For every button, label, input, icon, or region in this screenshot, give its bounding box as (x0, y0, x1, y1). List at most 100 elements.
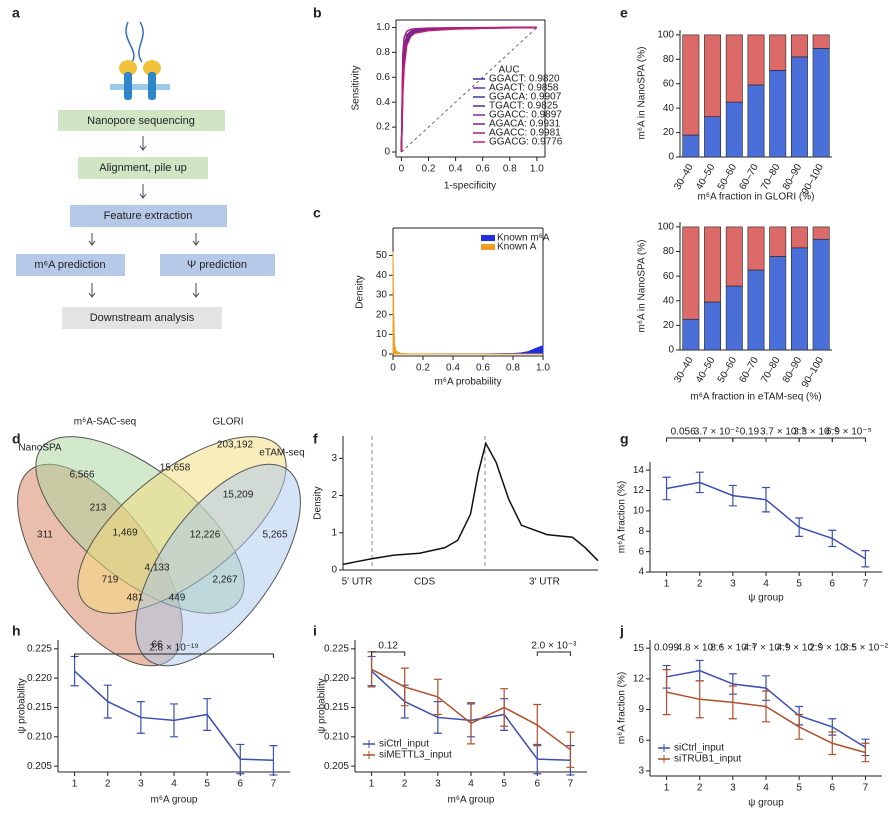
y-tick-label: 50 (376, 250, 388, 261)
y-axis-label: m⁶A in NanoSPA (%) (637, 240, 648, 333)
y-tick-label: 1 (331, 527, 337, 538)
y-tick-label: 10 (376, 329, 388, 340)
x-axis-label: m⁶A group (448, 795, 495, 806)
legend-label: AGACT: 0.9858 (489, 83, 559, 94)
set-label: GLORI (212, 417, 243, 428)
x-axis-label: m⁶A probability (435, 377, 502, 388)
error-bar (236, 743, 245, 775)
y-tick-label: 0 (668, 152, 674, 163)
step-label: Downstream analysis (90, 312, 195, 324)
legend-label: GGACG: 0.9776 (489, 137, 563, 148)
legend-label: GGACT: 0.9820 (489, 74, 560, 85)
bar-segment (747, 269, 765, 351)
step-label: Nanopore sequencing (87, 115, 195, 127)
legend-label: Known m⁶A (497, 233, 550, 244)
x-tick-label: 3 (138, 779, 144, 790)
significance-bracket (699, 437, 734, 442)
flowchart: Nanopore sequencing Alignment, pile up F… (16, 110, 275, 329)
step-label: Feature extraction (104, 210, 193, 222)
p-value: 3.5 × 10⁻² (843, 643, 889, 654)
x-tick-label: 60–70 (737, 162, 761, 192)
x-tick-label: 0.8 (503, 164, 517, 175)
region-count: 1,469 (112, 528, 137, 539)
significance-bracket (732, 437, 767, 442)
x-tick-label: 4 (763, 783, 769, 794)
panel-label: c (313, 205, 321, 221)
region-count: 15,209 (223, 490, 254, 501)
panel-label: b (313, 5, 322, 21)
x-tick-label: 30–40 (672, 162, 696, 192)
venn: NanoSPA m⁶A-SAC-seq GLORI eTAM-seq 311 6… (17, 417, 305, 667)
step-label: Alignment, pile up (99, 162, 186, 174)
bar-segment (682, 226, 700, 320)
x-tick-label: 30–40 (672, 355, 696, 385)
x-tick-label: 0.6 (476, 164, 490, 175)
y-tick-label: 12 (633, 673, 645, 684)
bar-segment (812, 226, 830, 240)
region-count: 4,133 (144, 563, 169, 574)
bar-segment (747, 84, 765, 158)
bar-segment (769, 226, 787, 257)
error-bar (728, 685, 737, 720)
x-tick-label: 4 (171, 779, 177, 790)
line (342, 441, 599, 566)
x-tick-label: 1.0 (536, 363, 550, 374)
y-tick-label: 20 (663, 127, 675, 138)
y-tick-label: 0.225 (27, 643, 52, 654)
error-bar (662, 669, 671, 716)
y-tick-label: 15 (633, 643, 645, 654)
y-tick-label: 0.215 (27, 702, 52, 713)
bar-segment (682, 34, 700, 136)
x-tick-label: 50–60 (716, 355, 740, 385)
y-tick-label: 9 (638, 704, 644, 715)
y-tick-label: 40 (376, 270, 388, 281)
x-tick-label: 5 (501, 779, 507, 790)
step-box (160, 254, 275, 276)
chart: 0 0.2 0.4 0.6 0.8 1.0 0 0.2 0.4 0.6 0.8 1.0 1-specif… (351, 19, 563, 192)
error-bar (828, 731, 837, 756)
panel-label: i (313, 623, 317, 639)
error-bar (500, 688, 509, 727)
error-bar (795, 714, 804, 740)
region-count: 203,192 (217, 440, 254, 451)
panel-label: g (620, 431, 629, 447)
chart: 0.205 0.210 0.215 0.220 0.225 1 2 3 4 5 6 7 m⁶A grou… (17, 640, 290, 806)
p-value: 2.0 × 10⁻³ (531, 641, 577, 652)
x-tick-label: 0.4 (446, 363, 460, 374)
chart: 0.205 0.210 0.215 0.220 0.225 1 2 3 4 5 6 7 m⁶A grou… (317, 640, 587, 806)
p-value: 4.8 × 10⁻⁴ (677, 643, 723, 654)
pore-icon (110, 21, 170, 100)
bar-segment (725, 101, 743, 158)
y-axis-label: m⁶A fraction (%) (617, 481, 628, 553)
significance-bracket (371, 651, 406, 656)
legend-label: GGACA: 0.9907 (489, 92, 562, 103)
y-axis-label: m⁶A fraction (%) (617, 672, 628, 744)
area (392, 251, 543, 355)
step-box (16, 254, 125, 276)
error-bar (433, 678, 442, 716)
bar-segment (812, 34, 830, 49)
y-tick-label: 14 (633, 465, 645, 476)
error-bar (762, 690, 770, 723)
error-bar (662, 476, 671, 501)
legend-label: TGACT: 0.9825 (489, 101, 558, 112)
p-value: 4.7 × 10⁻³ (743, 643, 789, 654)
error-bar (795, 517, 804, 537)
bar-segment (790, 226, 808, 249)
x-tick-label: 6 (535, 779, 541, 790)
x-tick-label: 6 (238, 779, 244, 790)
region-count: 311 (37, 530, 53, 541)
bar-segment (725, 34, 743, 103)
p-value: 4.9 × 10⁻² (777, 643, 823, 654)
panel-label: h (12, 623, 21, 639)
legend-label: AGACA: 0.9931 (489, 119, 561, 130)
error-bar (400, 667, 409, 707)
error-bar (203, 698, 212, 731)
p-value: 3.3 × 10⁻² (793, 427, 839, 438)
y-tick-label: 100 (657, 222, 674, 233)
x-tick-label: 5 (796, 579, 802, 590)
x-tick-label: 2 (697, 783, 703, 794)
x-tick-label: 4 (763, 579, 769, 590)
region-count: 12,226 (190, 530, 221, 541)
